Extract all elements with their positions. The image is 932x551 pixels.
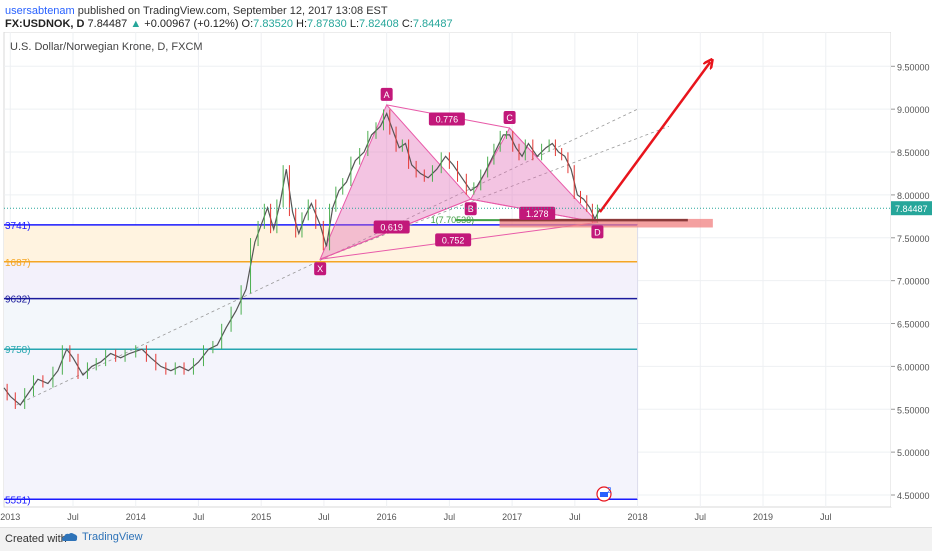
author-link[interactable]: usersabtenam	[5, 5, 75, 17]
y-tick-label: 8.50000	[897, 148, 930, 158]
y-axis-panel	[891, 32, 932, 507]
ratio-label-bg	[428, 112, 465, 126]
low-label: L:	[349, 18, 360, 30]
fib-label: 9632)	[5, 295, 31, 306]
y-tick-label: 9.50000	[897, 62, 930, 72]
high-label: H:	[296, 18, 307, 30]
x-tick-label: 2014	[126, 512, 146, 522]
x-tick-label: 2016	[377, 512, 397, 522]
y-axis: 9.50000 9.00000 8.50000 8.00000 7.50000 7.000…	[891, 62, 930, 501]
point-label: D	[594, 227, 601, 237]
channel-line	[16, 108, 638, 406]
ratio-label: 0.776	[436, 114, 459, 124]
point-label: C	[506, 113, 513, 123]
change-value: +0.00967 (+0.12%)	[144, 18, 239, 30]
last-price-bg	[891, 201, 932, 216]
footer: Created with TradingView	[0, 527, 932, 551]
y-tick-label: 5.50000	[897, 405, 930, 415]
x-tick-label: 2013	[0, 512, 20, 522]
ratio-label: 1.278	[526, 209, 549, 219]
close-label: C:	[401, 18, 413, 30]
close-value: 7.84487	[412, 18, 453, 30]
cloud-icon	[62, 533, 78, 541]
x-tick-label: Jul	[318, 512, 330, 522]
ratio-label-bg	[519, 206, 556, 220]
x-tick-label: Jul	[193, 512, 205, 522]
fib-fill	[4, 224, 638, 500]
events-icon[interactable]: 2	[596, 486, 612, 502]
point-label-bg	[591, 225, 604, 239]
fib-label: 9758)	[5, 345, 31, 356]
publish-info: published on TradingView.com, September …	[77, 5, 388, 17]
target-label: 1(7.70538)	[431, 215, 475, 225]
point-label-bg	[314, 262, 327, 276]
point-label-bg	[464, 202, 477, 216]
y-tick-label: 6.00000	[897, 362, 930, 372]
y-tick-label: 5.00000	[897, 448, 930, 458]
x-tick-label: 2015	[251, 512, 271, 522]
point-label: A	[384, 90, 390, 100]
trend-channel	[16, 108, 670, 406]
brand-label: TradingView	[82, 531, 143, 543]
x-tick-label: Jul	[569, 512, 581, 522]
chart-header: usersabtenam published on TradingView.co…	[0, 0, 932, 32]
x-tick-label: Jul	[820, 512, 832, 522]
point-label-bg	[503, 111, 516, 125]
x-axis: 2013 Jul 2014 Jul 2015 Jul 2016 Jul 2017 Jul 2018 J…	[0, 512, 831, 522]
open-label: O:	[241, 18, 254, 30]
high-value: 7.87830	[307, 18, 347, 30]
open-value: 7.83520	[253, 18, 293, 30]
price-chart[interactable]: 3741) 1687) 9632) 9758) 5551) 1(7.70538) X A B C…	[0, 32, 932, 527]
point-label-bg	[380, 87, 393, 101]
y-tick-label: 8.00000	[897, 191, 930, 201]
ratio-label-bg	[373, 220, 410, 234]
y-tick-label: 7.00000	[897, 277, 930, 287]
trend-arrow	[598, 62, 710, 213]
up-arrow-icon: ▲	[130, 18, 142, 30]
created-with-label: Created with	[5, 533, 67, 545]
fib-label: 5551)	[5, 495, 31, 506]
point-label: B	[468, 204, 474, 214]
ratio-label-bg	[435, 233, 472, 247]
point-label: X	[317, 264, 323, 274]
x-tick-label: Jul	[444, 512, 456, 522]
chart-title: U.S. Dollar/Norwegian Krone, D, FXCM	[10, 41, 203, 53]
svg-text:2: 2	[607, 486, 612, 495]
ohlc-line: FX:USDNOK, D 7.84487 ▲ +0.00967 (+0.12%)…	[5, 17, 453, 31]
tradingview-logo[interactable]: TradingView	[62, 531, 143, 543]
x-tick-label: Jul	[67, 512, 79, 522]
low-value: 7.82408	[359, 18, 399, 30]
fib-band	[4, 224, 638, 262]
y-tick-label: 4.50000	[897, 491, 930, 501]
ratio-label: 0.619	[380, 222, 403, 232]
x-tick-label: Jul	[695, 512, 707, 522]
ratio-label: 0.752	[442, 235, 465, 245]
fib-band	[4, 298, 638, 350]
x-tick-label: 2018	[628, 512, 648, 522]
y-tick-label: 7.50000	[897, 234, 930, 244]
x-tick-label: 2017	[502, 512, 522, 522]
annotations: 1(7.70538) X A B C D 0.776 0.619 0.752 1.278	[314, 62, 713, 276]
symbol-label: FX:USDNOK, D	[5, 18, 85, 30]
y-tick-label: 6.50000	[897, 320, 930, 330]
y-tick-label: 9.00000	[897, 105, 930, 115]
fib-band	[4, 349, 638, 500]
publish-line: usersabtenam published on TradingView.co…	[5, 4, 388, 18]
last-price-label: 7.84487	[895, 204, 928, 214]
fib-levels: 3741) 1687) 9632) 9758) 5551)	[4, 221, 639, 506]
price-series	[3, 109, 601, 409]
target-zone	[499, 218, 713, 228]
channel-line	[320, 125, 670, 260]
x-tick-label: 2019	[753, 512, 773, 522]
last-price-tag: 7.84487	[4, 201, 932, 216]
fib-label: 3741)	[5, 221, 31, 232]
last-price: 7.84487	[87, 18, 128, 30]
fib-label: 1687)	[5, 258, 31, 269]
